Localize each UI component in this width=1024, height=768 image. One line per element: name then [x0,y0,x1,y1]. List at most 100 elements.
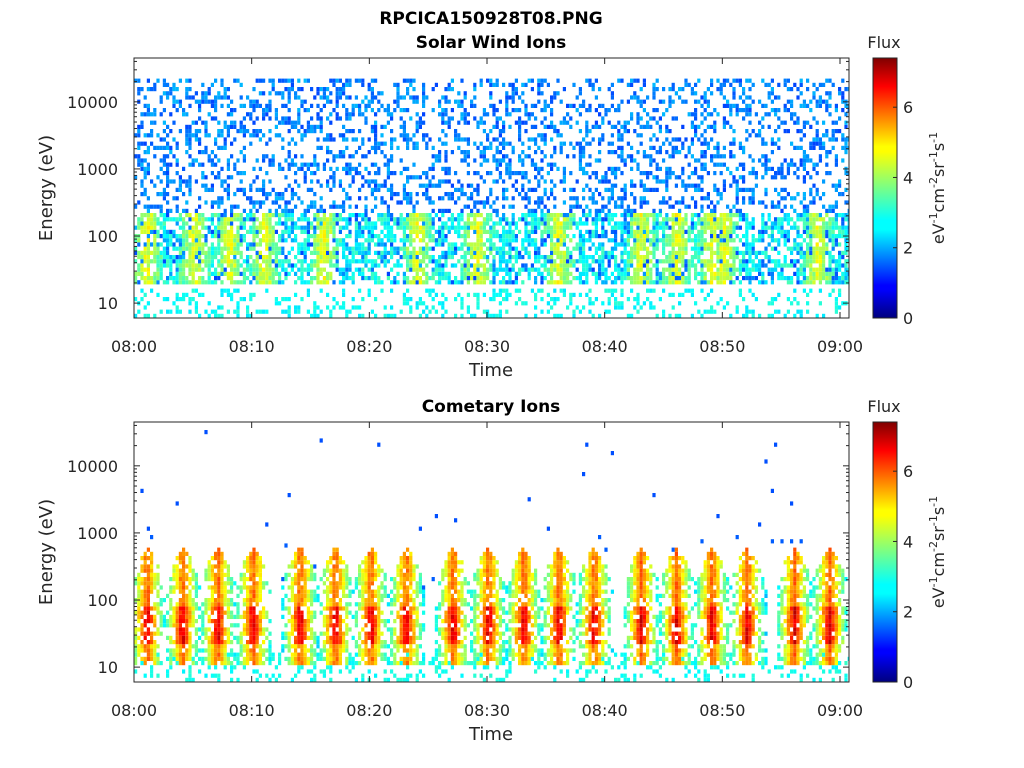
heatmap-cell [162,255,166,260]
heatmap-cell [242,225,246,230]
heatmap-cell [284,187,288,192]
heatmap-cell [569,255,573,260]
heatmap-cell [562,267,566,272]
heatmap-cell [655,238,659,243]
heatmap-cell [313,246,317,251]
heatmap-cell [361,234,365,239]
heatmap-cell [671,259,675,264]
heatmap-cell [364,208,368,213]
heatmap-cell [335,263,339,268]
heatmap-cell [540,91,544,96]
heatmap-cell [345,246,349,251]
heatmap-cell [210,116,214,121]
heatmap-cell [204,91,208,96]
heatmap-cell [153,87,157,92]
heatmap-cell [610,255,614,260]
heatmap-cell [303,162,307,167]
heatmap-cell [556,91,560,96]
heatmap-cell [518,129,522,134]
heatmap-cell [345,259,349,264]
heatmap-cell [374,280,378,285]
heatmap-cell [543,133,547,138]
heatmap-cell [274,91,278,96]
heatmap-cell [361,141,365,146]
heatmap-cell [626,99,630,104]
heatmap-cell [489,129,493,134]
heatmap-cell [511,221,515,226]
heatmap-cell [246,259,250,264]
heatmap-cell [722,179,726,184]
heatmap-cell [684,263,688,268]
heatmap-cell [601,116,605,121]
heatmap-cell [716,162,720,167]
heatmap-cell [450,87,454,92]
heatmap-cell [428,179,432,184]
heatmap-cell [418,259,422,264]
heatmap-cell [374,112,378,117]
heatmap-cell [473,255,477,260]
heatmap-cell [783,103,787,108]
heatmap-cell [431,145,435,150]
heatmap-cell [514,288,518,293]
heatmap-cell [300,246,304,251]
heatmap-cell [559,179,563,184]
heatmap-cell [399,255,403,260]
heatmap-cell [694,263,698,268]
heatmap-cell [428,166,432,171]
heatmap-cell [588,229,592,234]
heatmap-cell [345,309,349,314]
heatmap-cell [159,234,163,239]
heatmap-cell [767,158,771,163]
heatmap-cell [524,263,528,268]
heatmap-cell [473,82,477,87]
heatmap-cell [146,229,150,234]
heatmap-cell [534,255,538,260]
heatmap-cell [236,217,240,222]
heatmap-cell [450,242,454,247]
heatmap-cell [230,292,234,297]
heatmap-cell [335,242,339,247]
heatmap-cell [182,166,186,171]
heatmap-cell [671,280,675,285]
heatmap-cell [703,162,707,167]
heatmap-cell [460,150,464,155]
heatmap-cell [271,78,275,83]
heatmap-cell [143,187,147,192]
heatmap-cell [562,280,566,285]
heatmap-cell [444,171,448,176]
heatmap-cell [255,78,259,83]
heatmap-cell [498,133,502,138]
heatmap-cell [348,259,352,264]
heatmap-cell [662,246,666,251]
heatmap-cell [646,250,650,255]
heatmap-cell [383,259,387,264]
heatmap-cell [332,305,336,310]
heatmap-cell [614,204,618,209]
heatmap-cell [617,78,621,83]
heatmap-cell [431,162,435,167]
heatmap-cell [735,166,739,171]
heatmap-cell [662,112,666,117]
heatmap-cell [671,292,675,297]
heatmap-cell [678,175,682,180]
heatmap-cell [399,309,403,314]
heatmap-cell [271,259,275,264]
heatmap-cell [278,221,282,226]
heatmap-cell [399,263,403,268]
heatmap-cell [143,229,147,234]
heatmap-cell [588,246,592,251]
heatmap-cell [738,145,742,150]
heatmap-cell [543,217,547,222]
heatmap-cell [175,276,179,281]
heatmap-cell [745,305,749,310]
heatmap-cell [204,309,208,314]
heatmap-cell [562,271,566,276]
heatmap-cell [220,267,224,272]
heatmap-cell [569,259,573,264]
heatmap-cell [569,271,573,276]
heatmap-cell [287,234,291,239]
heatmap-cell [322,137,326,142]
heatmap-cell [639,183,643,188]
heatmap-cell [658,179,662,184]
heatmap-cell [210,280,214,285]
